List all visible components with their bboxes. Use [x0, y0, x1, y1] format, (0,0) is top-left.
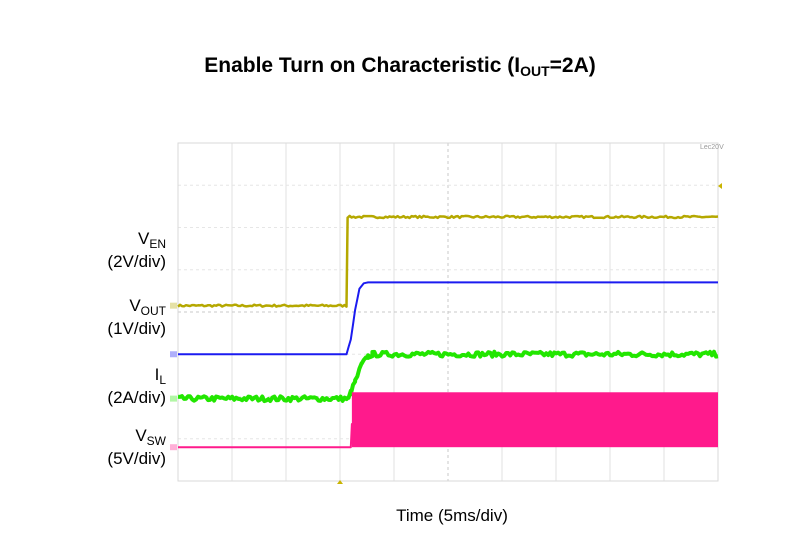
- trace-line-ven: [177, 214, 719, 308]
- label-il: IL (2A/div): [107, 365, 166, 407]
- vsw-switching-band: [351, 392, 718, 448]
- chart-title: Enable Turn on Characteristic (IOUT=2A): [204, 54, 596, 79]
- channel-marker: [170, 302, 177, 309]
- channel-marker: [170, 444, 177, 451]
- trigger-level-marker: [718, 183, 722, 189]
- plot-frame: [177, 142, 719, 482]
- channel-marker: [170, 351, 177, 358]
- trace-vsw: [170, 392, 718, 451]
- plot-traces: [170, 214, 719, 451]
- trigger-position-marker: [337, 480, 343, 484]
- label-vout: VOUT (1V/div): [107, 296, 166, 338]
- channel-marker: [170, 395, 177, 402]
- trace-line-il: [177, 349, 719, 404]
- label-ven: VEN (2V/div): [107, 229, 166, 271]
- trace-line-vsw: [178, 423, 718, 449]
- trace-il: [170, 349, 719, 404]
- trace-ven: [170, 214, 719, 309]
- trace-vout: [170, 281, 718, 358]
- x-axis-label: Time (5ms/div): [396, 506, 508, 525]
- scope-readout: Lec20V: [700, 144, 724, 151]
- label-vsw: VSW (5V/div): [107, 426, 166, 468]
- trace-line-vout: [178, 281, 718, 356]
